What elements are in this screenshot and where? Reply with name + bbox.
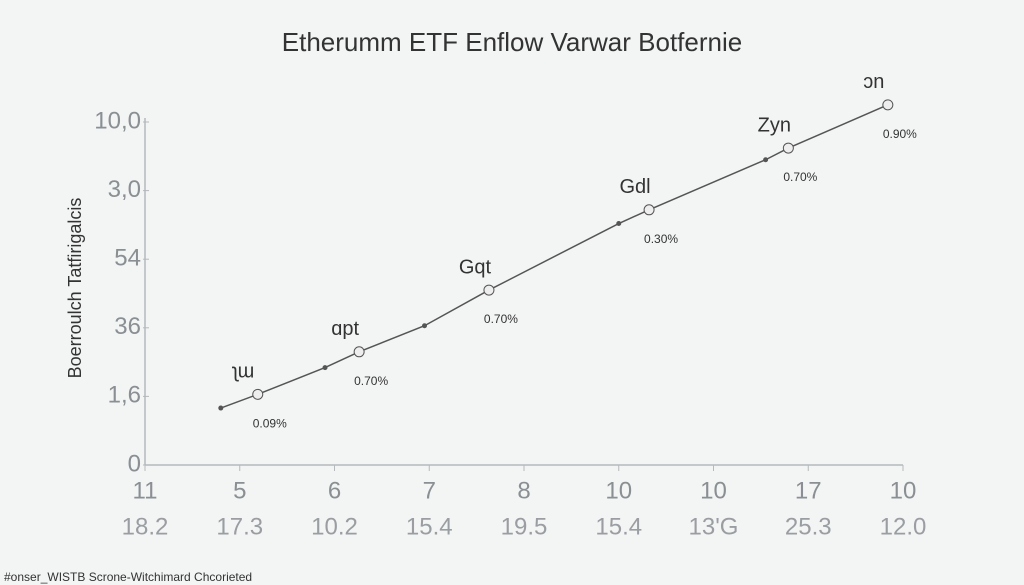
point: [353, 346, 365, 358]
x-tick-label: 10: [700, 477, 727, 504]
annotation: 0.70%: [354, 374, 388, 388]
point: [218, 405, 224, 411]
chart-title: Etherumm ETF Enflow Varwar Botfernie: [282, 27, 742, 57]
point: [616, 221, 622, 227]
point-label: ʅɯ: [231, 361, 254, 383]
point: [643, 204, 655, 216]
annotation: 0.70%: [783, 170, 817, 184]
annotation: 0.09%: [253, 417, 287, 431]
point: [483, 284, 495, 296]
x-tick-label-2: 18.2: [122, 513, 169, 540]
x-tick-label-2: 25.3: [785, 513, 832, 540]
y-tick-label: 3,0: [108, 176, 141, 203]
x-tick-label: 11: [133, 477, 158, 504]
x-tick-label: 5: [233, 477, 246, 504]
x-tick-label: 8: [517, 477, 530, 504]
point: [422, 323, 428, 329]
y-axis-label: Boerroulch Tatfirigalcis: [65, 198, 85, 379]
y-tick-label: 36: [114, 313, 141, 340]
point-label: Gdl: [620, 176, 651, 198]
x-tick-label: 7: [423, 477, 436, 504]
x-tick-label-2: 19.5: [501, 513, 548, 540]
y-tick-label: 1,6: [108, 382, 141, 409]
y-tick-label: 54: [114, 245, 141, 272]
point-label: Zyn: [758, 114, 791, 136]
annotation: 0.30%: [644, 232, 678, 246]
x-tick-label: 10: [890, 477, 917, 504]
point: [322, 365, 328, 371]
x-tick-label: 17: [795, 477, 822, 504]
x-tick-label-2: 12.0: [880, 513, 927, 540]
point-label: ɑpt: [331, 318, 359, 340]
point: [252, 388, 264, 400]
x-tick-label-2: 13'G: [689, 513, 739, 540]
x-tick-label-2: 15.4: [406, 513, 453, 540]
point: [763, 157, 769, 163]
x-tick-label-2: 17.3: [216, 513, 263, 540]
footnote: #onser_WISTB Scrone-Witchimard Chcoriete…: [4, 570, 252, 584]
point: [882, 99, 894, 111]
annotation: 0.70%: [484, 312, 518, 326]
point-label: Gqt: [459, 256, 492, 278]
y-tick-label: 10,0: [94, 107, 141, 134]
y-tick-label: 0: [128, 450, 141, 477]
x-tick-label: 6: [328, 477, 341, 504]
point-label: ɔn: [863, 71, 884, 93]
x-tick-label-2: 15.4: [595, 513, 642, 540]
point: [782, 142, 794, 154]
x-tick-label-2: 10.2: [311, 513, 358, 540]
x-tick-label: 10: [605, 477, 632, 504]
annotation: 0.90%: [883, 127, 917, 141]
